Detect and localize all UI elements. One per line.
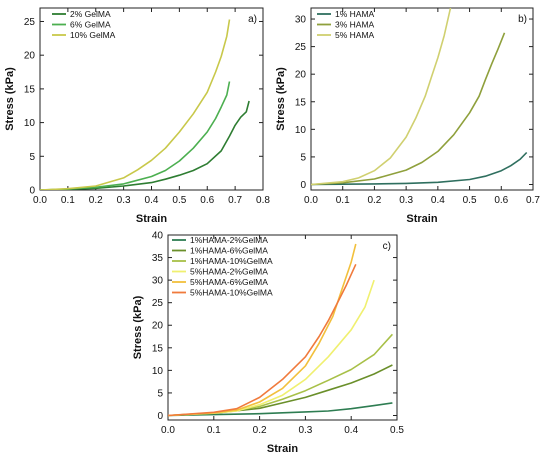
legend-label: 6% GelMA [70,20,111,30]
legend-label: 1%HAMA-10%GelMA [190,256,273,266]
y-tick-label: 25 [152,298,164,309]
y-tick-label: 10 [24,118,36,129]
series-line [40,19,231,190]
x-tick-label: 0.2 [89,195,103,206]
panel-label: c) [383,241,391,252]
x-tick-label: 0.3 [399,195,413,206]
x-axis-label: Strain [406,213,437,225]
x-tick-label: 0.1 [336,195,350,206]
series-group [311,8,528,186]
panel-label: b) [518,14,527,25]
y-tick-label: 20 [24,51,36,62]
y-tick-label: 5 [157,388,163,399]
y-tick-label: 30 [295,15,307,26]
series-line [40,81,231,190]
series-line [311,8,452,186]
legend-label: 2% GelMA [70,9,111,19]
x-tick-label: 0.0 [33,195,47,206]
x-tick-label: 0.4 [431,195,445,206]
x-tick-label: 0.5 [463,195,477,206]
x-tick-label: 0.0 [161,425,175,436]
x-tick-label: 0.1 [207,425,221,436]
x-tick-label: 0.6 [200,195,214,206]
y-tick-label: 40 [152,231,164,242]
x-tick-label: 0.3 [117,195,131,206]
y-tick-label: 0 [300,180,306,191]
y-tick-label: 15 [152,343,164,354]
series-line [168,263,357,417]
panel-label: a) [248,14,257,25]
x-axis-label: Strain [136,213,167,225]
x-tick-label: 0.2 [253,425,267,436]
series-group [168,243,393,417]
x-tick-label: 0.8 [256,195,270,206]
legend-label: 5%HAMA-2%GelMA [190,267,268,277]
y-tick-label: 0 [157,411,163,422]
y-tick-label: 10 [295,125,307,136]
series-line [311,32,506,186]
chart-panel-2: 0.0 0.1 0.2 0.3 0.4 0.5 0.6 0.7 0 5 10 15 20 25 30 Stra… [275,7,540,225]
chart-panel-1: 0.0 0.1 0.2 0.3 0.4 0.5 0.6 0.7 0.8 0 5 10 15 20 25 Str… [4,7,270,225]
x-tick-label: 0.7 [526,195,540,206]
legend-label: 5% HAMA [335,30,375,40]
y-tick-label: 5 [300,152,306,163]
x-tick-label: 0.0 [304,195,318,206]
y-tick-label: 25 [295,42,307,53]
x-tick-label: 0.6 [494,195,508,206]
chart-panel-3: 0.0 0.1 0.2 0.3 0.4 0.5 0 5 10 15 20 25 30 35 40 Strain… [132,231,404,456]
y-tick-label: 20 [152,321,164,332]
x-tick-label: 0.4 [145,195,159,206]
x-tick-label: 0.5 [172,195,186,206]
y-tick-label: 25 [24,17,36,28]
y-tick-label: 35 [152,253,164,264]
x-tick-label: 0.2 [367,195,381,206]
x-tick-label: 0.5 [390,425,404,436]
plot-frame [310,7,534,191]
y-tick-label: 0 [29,186,35,197]
plot-frame [167,234,398,421]
legend-label: 5%HAMA-6%GelMA [190,277,268,287]
legend-label: 1% HAMA [335,9,375,19]
series-group [40,19,250,190]
x-tick-label: 0.7 [228,195,242,206]
legend-label: 3% HAMA [335,20,375,30]
x-tick-label: 0.4 [344,425,358,436]
series-line [168,243,357,417]
legend: 1%HAMA-2%GelMA1%HAMA-6%GelMA1%HAMA-10%Ge… [172,235,273,298]
y-tick-label: 30 [152,276,164,287]
series-line [311,151,528,186]
y-tick-label: 5 [29,152,35,163]
series-line [40,100,250,190]
x-axis-label: Strain [267,443,298,455]
y-tick-label: 10 [152,366,164,377]
x-tick-label: 0.3 [298,425,312,436]
y-axis-label: Stress (kPa) [4,67,16,131]
y-tick-label: 15 [24,84,36,95]
y-axis-label: Stress (kPa) [275,67,287,131]
legend-label: 1%HAMA-6%GelMA [190,246,268,256]
legend-label: 1%HAMA-2%GelMA [190,235,268,245]
series-line [168,402,393,417]
legend-label: 10% GelMA [70,30,116,40]
y-tick-label: 20 [295,70,307,81]
x-tick-label: 0.1 [61,195,75,206]
legend-label: 5%HAMA-10%GelMA [190,288,273,298]
y-tick-label: 15 [295,97,307,108]
y-axis-label: Stress (kPa) [132,295,144,359]
